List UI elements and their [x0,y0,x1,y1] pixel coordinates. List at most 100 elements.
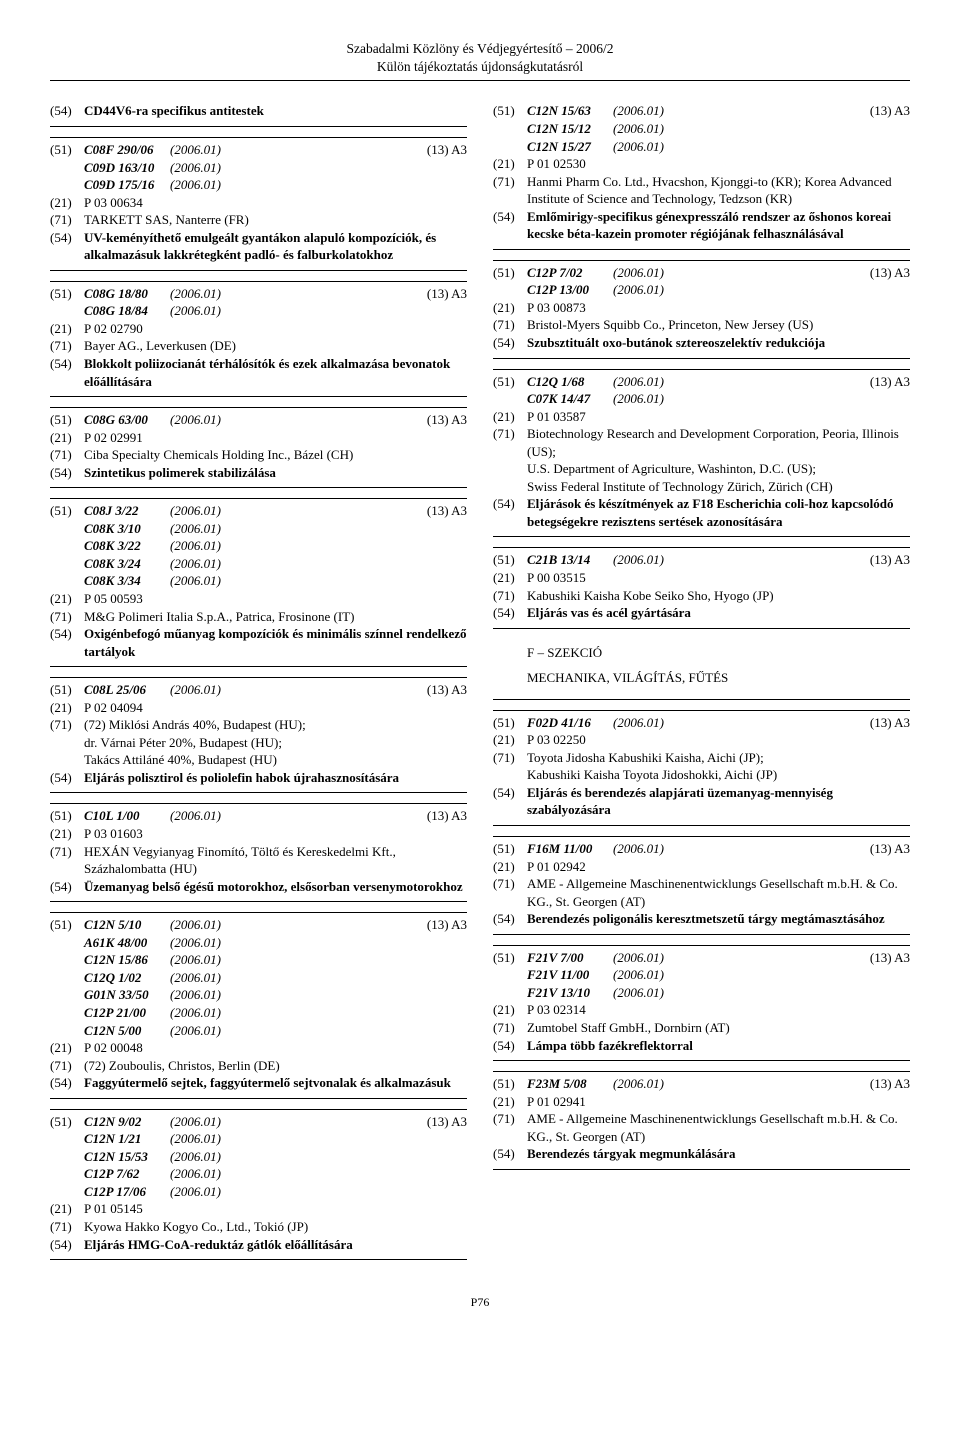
inid-tag [493,966,527,984]
text-row: (54)Oxigénbefogó műanyag kompozíciók és … [50,625,467,660]
ipc-date: (2006.01) [613,714,679,732]
inid-tag: (71) [50,716,84,734]
body-text: U.S. Department of Agriculture, Washinto… [527,460,910,478]
inid-tag: (54) [493,784,527,819]
ipc-code: C08K 3/34 [84,572,170,590]
inid-tag: (71) [493,1019,527,1037]
ipc-date: (2006.01) [170,986,236,1004]
inid-tag: (54) [50,229,84,264]
text-row: (71)Zumtobel Staff GmbH., Dornbirn (AT) [493,1019,910,1037]
text-row: (71)AME - Allgemeine Maschinenentwicklun… [493,1110,910,1145]
title-text: Emlőmirigy-specifikus génexpresszáló ren… [527,208,910,243]
inid-tag [50,176,84,194]
body-text: AME - Allgemeine Maschinenentwicklungs G… [527,875,910,910]
inid-tag: (51) [493,551,527,569]
body-text: (72) Zouboulis, Christos, Berlin (DE) [84,1057,467,1075]
inid-tag: (21) [50,590,84,608]
inid-tag [493,984,527,1002]
text-row: (54)Berendezés tárgyak megmunkálására [493,1145,910,1163]
text-row: (54)Üzemanyag belső égésű motorokhoz, el… [50,878,467,896]
section-title-line: MECHANIKA, VILÁGÍTÁS, FŰTÉS [493,667,910,693]
ipc-date: (2006.01) [170,502,236,520]
inid-tag: (51) [493,949,527,967]
text-row: (54)Eljárások és készítmények az F18 Esc… [493,495,910,530]
classification-row: (51)C12N 5/10(2006.01)(13) A3 [50,916,467,934]
text-row: (54)Lámpa több fazékreflektorral [493,1037,910,1055]
title-text: Eljárás vas és acél gyártására [527,604,910,622]
body-text: Bayer AG., Leverkusen (DE) [84,337,467,355]
ipc-date: (2006.01) [170,807,236,825]
body-text: Kabushiki Kaisha Kobe Seiko Sho, Hyogo (… [527,587,910,605]
inid-tag: (54) [493,1037,527,1055]
ipc-date: (2006.01) [170,916,236,934]
text-row: (71)M&G Polimeri Italia S.p.A., Patrica,… [50,608,467,626]
inid-tag: (71) [493,875,527,910]
inid-tag: (71) [493,1110,527,1145]
ipc-date: (2006.01) [613,373,679,391]
classification-row: C09D 175/16(2006.01) [50,176,467,194]
ipc-code: C12N 1/21 [84,1130,170,1148]
inid-tag: (21) [493,858,527,876]
body-text: Hanmi Pharm Co. Ltd., Hvacshon, Kjonggi-… [527,173,910,208]
record-entry: (51)F02D 41/16(2006.01)(13) A3(21)P 03 0… [493,710,910,826]
doc-kind: (13) A3 [870,1075,910,1093]
ipc-date: (2006.01) [613,966,679,984]
inid-tag: (21) [493,1001,527,1019]
inid-tag: (21) [50,429,84,447]
text-row: (71)Ciba Specialty Chemicals Holding Inc… [50,446,467,464]
classification-row: C08G 18/84(2006.01) [50,302,467,320]
inid-tag: (51) [50,502,84,520]
inid-tag [493,460,527,478]
body-text: P 03 02314 [527,1001,910,1019]
page-title: Szabadalmi Közlöny és Védjegyértesítő – … [50,40,910,58]
title-text: Berendezés tárgyak megmunkálására [527,1145,910,1163]
ipc-date: (2006.01) [613,949,679,967]
ipc-code: F21V 13/10 [527,984,613,1002]
inid-tag: (21) [493,731,527,749]
text-row: Swiss Federal Institute of Technology Zü… [493,478,910,496]
title-text: Eljárás és berendezés alapjárati üzemany… [527,784,910,819]
inid-tag: (71) [50,843,84,878]
ipc-date: (2006.01) [170,537,236,555]
inid-tag [493,281,527,299]
inid-tag: (54) [50,464,84,482]
title-text: Lámpa több fazékreflektorral [527,1037,910,1055]
classification-row: C12P 21/00(2006.01) [50,1004,467,1022]
doc-kind: (13) A3 [870,264,910,282]
body-text: P 05 00593 [84,590,467,608]
ipc-date: (2006.01) [170,520,236,538]
inid-tag [50,302,84,320]
ipc-code: G01N 33/50 [84,986,170,1004]
classification-row: (51)C12N 9/02(2006.01)(13) A3 [50,1113,467,1131]
classification-row: (51)C12Q 1/68(2006.01)(13) A3 [493,373,910,391]
inid-tag: (71) [493,316,527,334]
classification-row: (51)C08G 63/00(2006.01)(13) A3 [50,411,467,429]
text-row: (21)P 01 02941 [493,1093,910,1111]
inid-tag: (51) [493,1075,527,1093]
classification-row: (51)C10L 1/00(2006.01)(13) A3 [50,807,467,825]
ipc-code: C12N 15/53 [84,1148,170,1166]
inid-tag: (54) [50,102,84,120]
inid-tag: (54) [493,1145,527,1163]
page-subtitle: Külön tájékoztatás újdonságkutatásról [50,58,910,81]
inid-tag [50,1004,84,1022]
ipc-date: (2006.01) [170,1165,236,1183]
record-entry: (51)C12N 5/10(2006.01)(13) A3A61K 48/00(… [50,912,467,1098]
text-row: (54)Eljárás polisztirol és poliolefin ha… [50,769,467,787]
inid-tag: (71) [50,608,84,626]
classification-row: (51)C12N 15/63(2006.01)(13) A3 [493,102,910,120]
text-row: Takács Attiláné 40%, Budapest (HU) [50,751,467,769]
title-text: Szintetikus polimerek stabilizálása [84,464,467,482]
text-row: Kabushiki Kaisha Toyota Jidoshokki, Aich… [493,766,910,784]
body-text: P 03 00634 [84,194,467,212]
text-row: (54)Berendezés poligonális keresztmetsze… [493,910,910,928]
text-row: (21)P 02 02790 [50,320,467,338]
ipc-code: C08G 18/80 [84,285,170,303]
inid-tag [50,555,84,573]
inid-tag: (71) [50,1218,84,1236]
inid-tag: (51) [493,840,527,858]
inid-tag [493,766,527,784]
inid-tag [50,1165,84,1183]
text-row: (71)(72) Miklósi András 40%, Budapest (H… [50,716,467,734]
classification-row: C07K 14/47(2006.01) [493,390,910,408]
